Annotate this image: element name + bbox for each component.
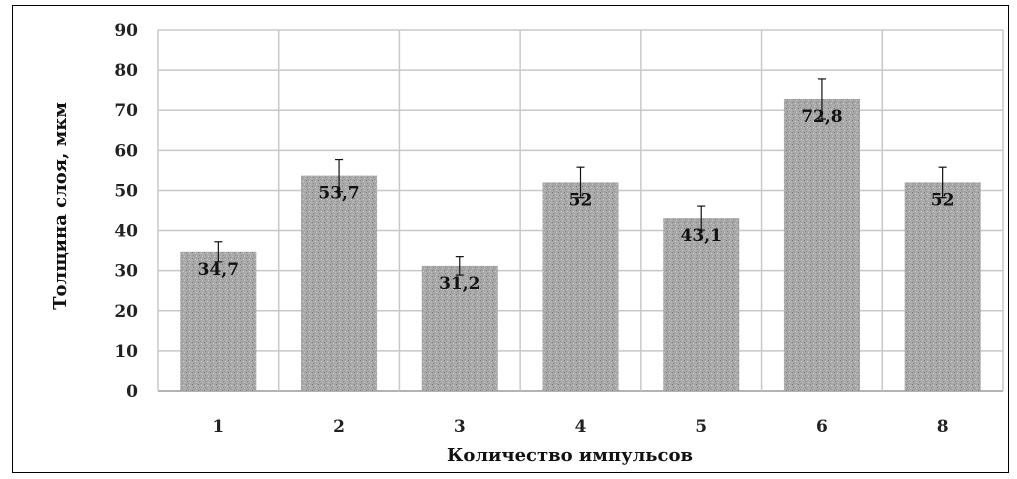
bar [663, 218, 740, 391]
bar [542, 182, 619, 391]
data-label: 52 [569, 190, 593, 210]
bar [904, 182, 981, 391]
y-axis-title: Толщина слоя, мкм [50, 102, 71, 310]
y-tick-label: 50 [114, 181, 138, 201]
x-tick-label: 3 [454, 417, 466, 437]
tick-labels: 0 10 20 30 40 50 60 70 80 90 1 2 3 4 5 6 8 [114, 21, 948, 437]
bars [180, 98, 981, 391]
data-labels: 34,7 53,7 31,2 52 43,1 72,8 52 [198, 107, 955, 294]
y-tick-label: 20 [114, 302, 138, 322]
data-label: 31,2 [439, 274, 480, 294]
data-label: 72,8 [801, 107, 842, 127]
bar [783, 98, 860, 391]
x-tick-label: 1 [212, 417, 224, 437]
gridlines [157, 29, 1004, 392]
data-label: 34,7 [198, 260, 239, 280]
y-tick-label: 60 [114, 141, 138, 161]
y-tick-label: 0 [126, 382, 138, 402]
x-axis-title: Количество импульсов [447, 445, 693, 466]
y-tick-label: 10 [114, 342, 138, 362]
y-tick-label: 30 [114, 262, 138, 282]
data-label: 52 [931, 190, 955, 210]
data-label: 53,7 [318, 184, 359, 204]
x-tick-label: 5 [695, 417, 707, 437]
bar [301, 175, 378, 391]
bar [421, 265, 498, 391]
y-tick-label: 70 [114, 101, 138, 121]
y-tick-label: 90 [114, 21, 138, 41]
bar [180, 251, 257, 391]
x-tick-label: 6 [816, 417, 828, 437]
y-tick-label: 80 [114, 61, 138, 81]
error-bars [214, 78, 947, 276]
x-tick-label: 4 [575, 417, 587, 437]
y-tick-label: 40 [114, 222, 138, 242]
x-tick-label: 8 [937, 417, 949, 437]
data-label: 43,1 [681, 226, 722, 246]
x-tick-label: 2 [333, 417, 345, 437]
